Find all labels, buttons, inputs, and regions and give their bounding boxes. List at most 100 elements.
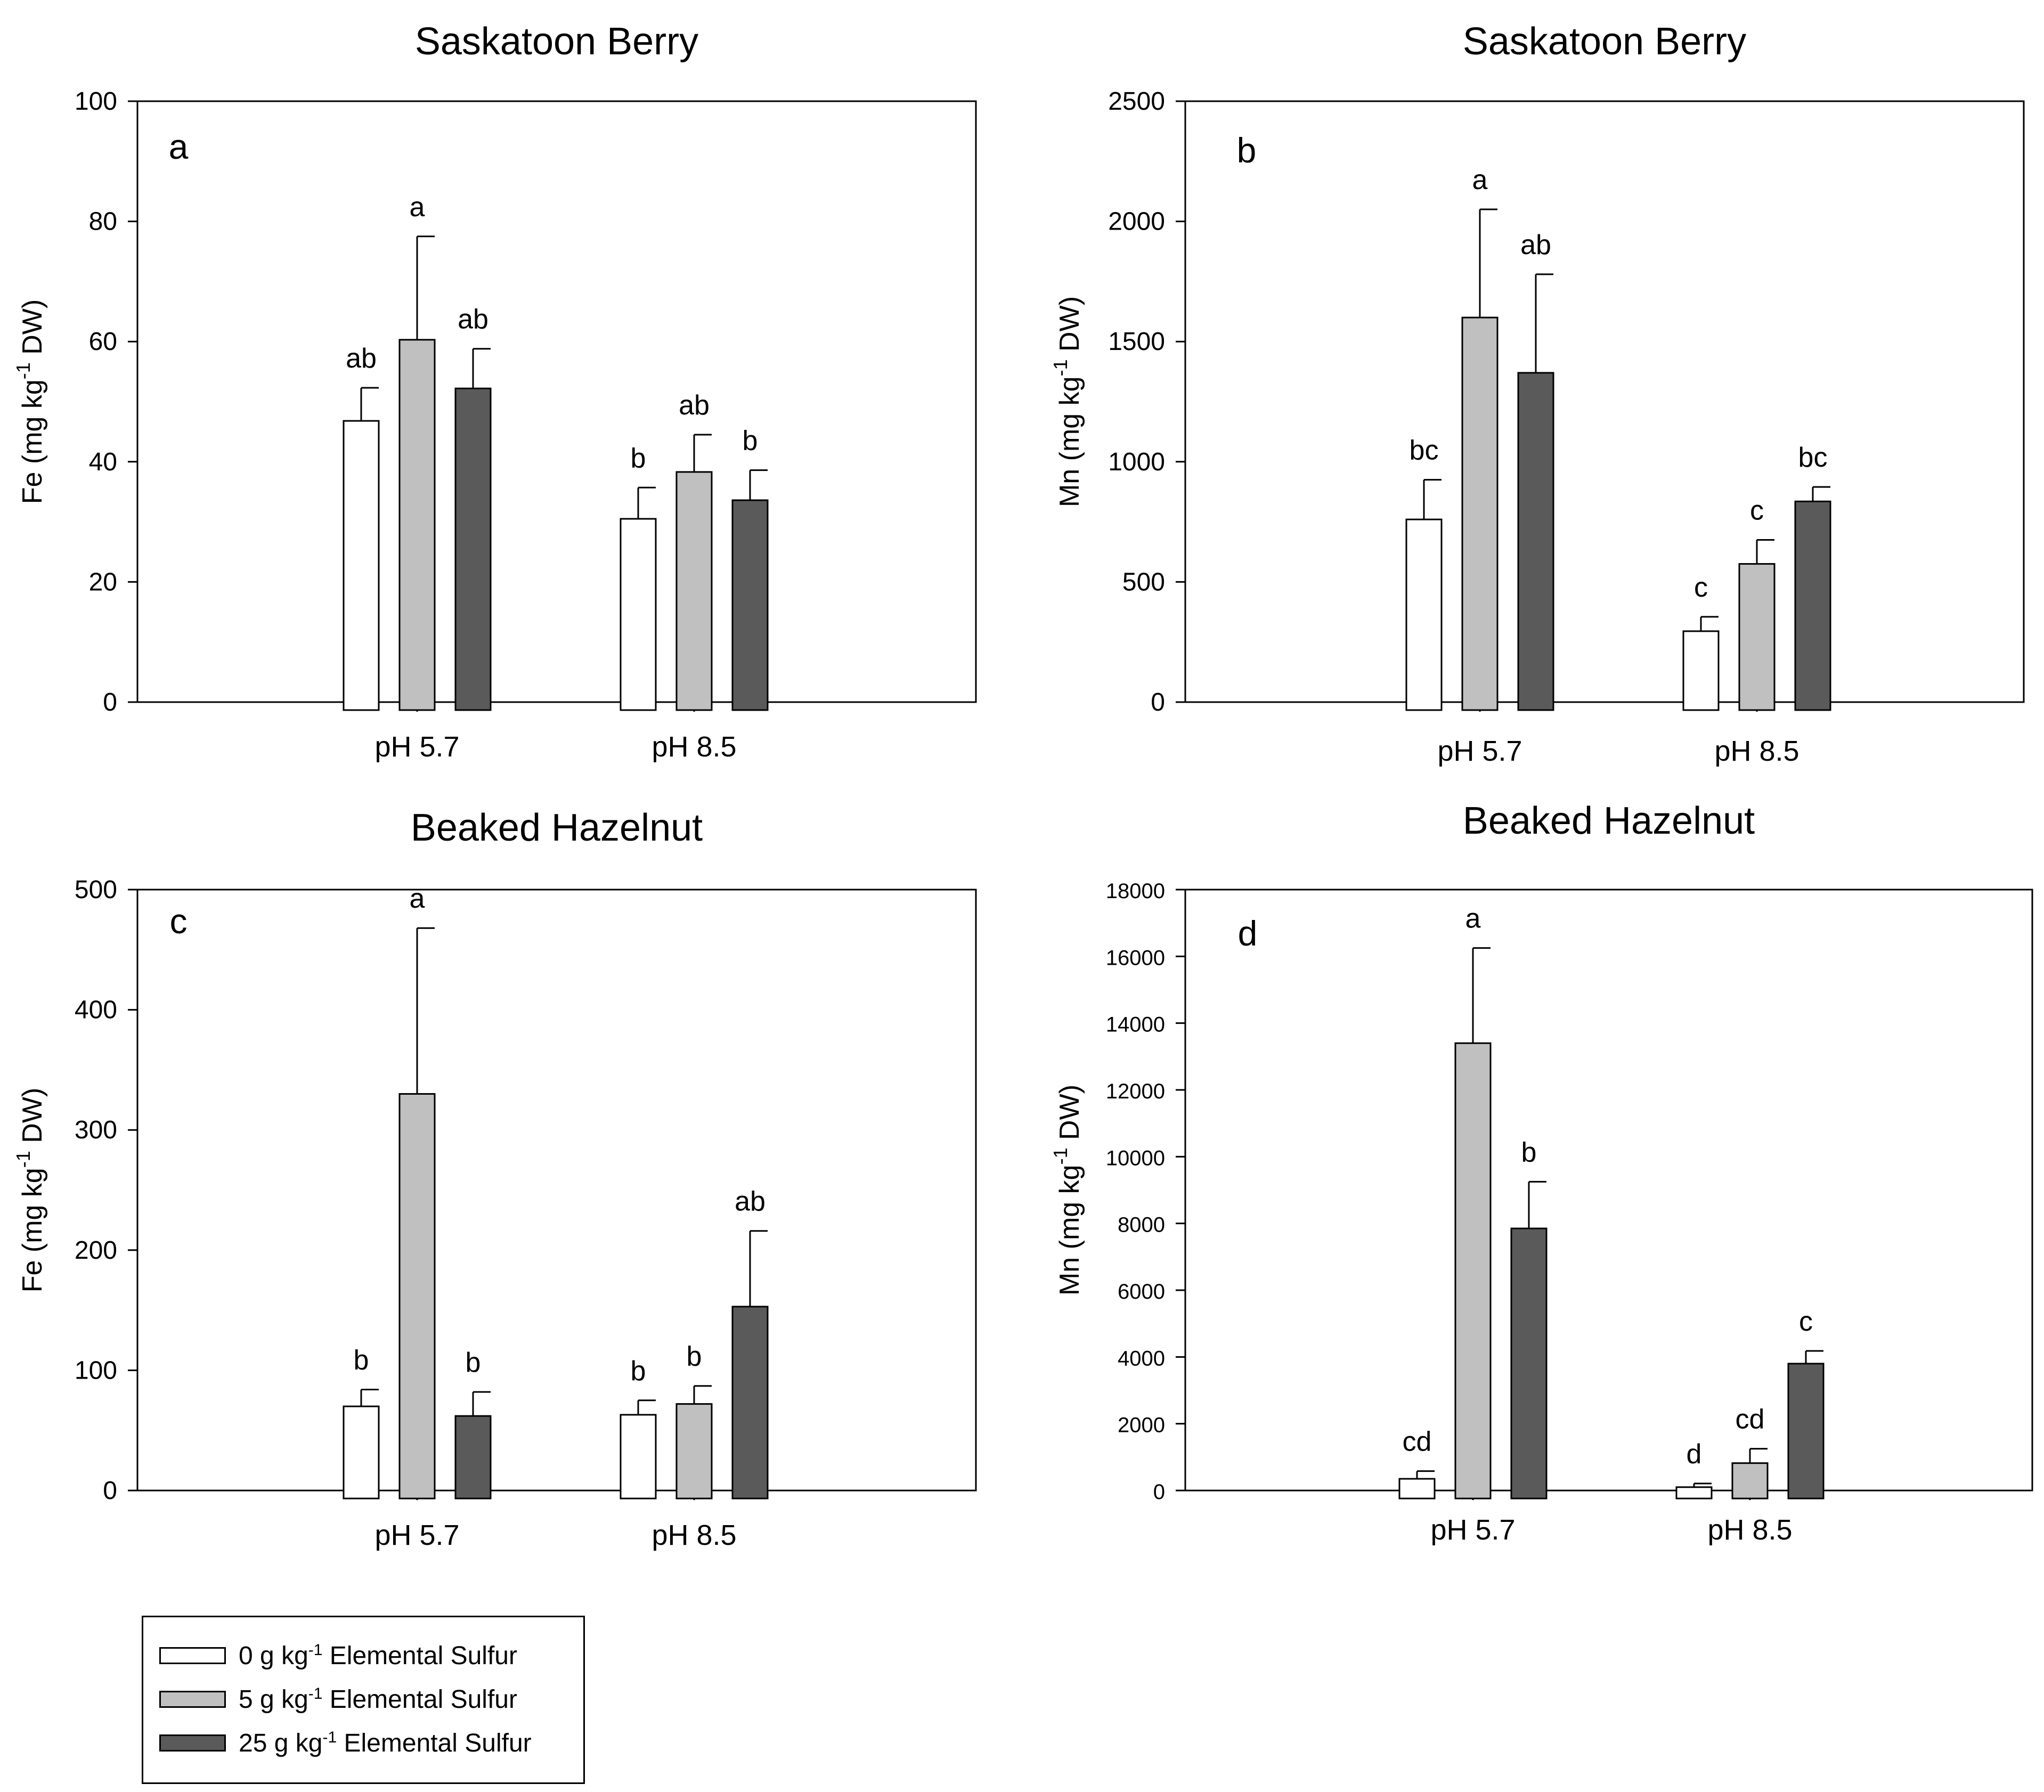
y-tick-label: 500 xyxy=(1122,568,1165,596)
significance-letter: b xyxy=(466,1347,481,1378)
significance-letter: b xyxy=(631,443,646,474)
bar-s0-pH85 xyxy=(1675,1486,1713,1500)
y-tick-label: 16000 xyxy=(1106,946,1165,970)
significance-letter: b xyxy=(743,426,758,457)
y-tick-label: 0 xyxy=(103,688,117,716)
bar-s0-pH85 xyxy=(620,518,657,711)
significance-letter: ab xyxy=(1520,230,1551,260)
y-tick-label: 2000 xyxy=(1118,1414,1165,1437)
significance-letter: a xyxy=(1472,165,1488,196)
significance-letter: bc xyxy=(1410,435,1439,466)
significance-letter: bc xyxy=(1798,442,1828,473)
y-tick-label: 10000 xyxy=(1106,1146,1165,1170)
legend-item-0: 0 g kg-1 Elemental Sulfur xyxy=(159,1640,517,1672)
bar-s5-pH85 xyxy=(1738,563,1776,711)
y-tick-label: 18000 xyxy=(1106,879,1165,903)
y-axis-label: Mn (mg kg-1 DW) xyxy=(1049,296,1085,507)
bar-s0-pH57 xyxy=(343,1405,380,1500)
y-tick-label: 200 xyxy=(75,1236,117,1265)
significance-letter: c xyxy=(1799,1306,1813,1337)
significance-letter: b xyxy=(687,1341,702,1372)
chart-panel-c: Beaked Hazelnut 0 100 200 300 400 500 Fe (mg kg… xyxy=(12,807,977,1551)
chart-title: Saskatoon Berry xyxy=(415,20,698,63)
y-tick-label: 400 xyxy=(75,996,117,1024)
significance-letter: ab xyxy=(346,343,377,374)
y-tick-label: 1000 xyxy=(1108,448,1165,476)
bar-s5-pH57 xyxy=(398,339,436,711)
y-tick-label: 100 xyxy=(75,1356,117,1384)
bar-s5-pH57 xyxy=(1454,1042,1492,1500)
significance-letter: b xyxy=(1521,1137,1537,1168)
significance-letter: cd xyxy=(1403,1427,1432,1457)
bar-s25-pH57 xyxy=(454,387,492,711)
legend-swatch-2 xyxy=(159,1734,226,1752)
x-category-label: pH 5.7 xyxy=(1430,1514,1515,1546)
y-tick-label: 20 xyxy=(89,568,117,596)
y-axis-label: Mn (mg kg-1 DW) xyxy=(1049,1085,1085,1296)
x-category-label: pH 5.7 xyxy=(374,1519,459,1551)
bar-s5-pH85 xyxy=(675,471,713,711)
y-tick-label: 2000 xyxy=(1108,208,1165,236)
y-tick-label: 40 xyxy=(89,448,117,476)
x-category-label: pH 5.7 xyxy=(374,731,459,763)
x-category-label: pH 8.5 xyxy=(652,731,736,763)
y-tick-label: 6000 xyxy=(1118,1280,1165,1304)
x-category-label: pH 8.5 xyxy=(652,1519,736,1551)
chart-title: Saskatoon Berry xyxy=(1463,20,1746,63)
significance-letter: b xyxy=(354,1345,369,1375)
legend: 0 g kg-1 Elemental Sulfur 5 g kg-1 Eleme… xyxy=(142,1616,585,1784)
x-category-label: pH 5.7 xyxy=(1437,735,1522,767)
x-category-label: pH 8.5 xyxy=(1714,735,1799,767)
chart-panel-a: Saskatoon Berry 0 20 40 60 80 100 Fe (mg kg-1 D… xyxy=(12,20,977,763)
panel-letter: a xyxy=(169,127,189,166)
y-tick-label: 80 xyxy=(89,208,117,236)
significance-letter: d xyxy=(1687,1439,1702,1470)
significance-letter: ab xyxy=(735,1186,766,1217)
panel-letter: d xyxy=(1238,914,1258,953)
y-tick-label: 0 xyxy=(1153,1480,1165,1504)
legend-item-2: 25 g kg-1 Elemental Sulfur xyxy=(159,1727,532,1759)
legend-swatch-1 xyxy=(159,1691,226,1708)
bar-s25-pH85 xyxy=(731,499,769,711)
significance-letter: cd xyxy=(1736,1404,1765,1435)
chart-panel-d: Beaked Hazelnut 0 2000 4000 6000 8000 10000 120… xyxy=(1049,800,2033,1546)
y-tick-label: 0 xyxy=(1151,688,1165,716)
chart-title: Beaked Hazelnut xyxy=(1463,800,1755,842)
y-tick-label: 4000 xyxy=(1118,1347,1165,1370)
y-tick-label: 0 xyxy=(103,1477,117,1505)
y-tick-label: 2500 xyxy=(1108,87,1165,116)
plot-frame xyxy=(1184,889,2033,1492)
x-category-label: pH 8.5 xyxy=(1707,1514,1792,1546)
y-tick-label: 12000 xyxy=(1106,1080,1165,1103)
bar-s25-pH57 xyxy=(1517,372,1554,711)
bar-s5-pH57 xyxy=(1461,316,1499,711)
significance-letter: c xyxy=(1694,572,1708,603)
plot-frame xyxy=(1184,100,2025,703)
significance-letter: b xyxy=(631,1356,646,1387)
significance-letter: a xyxy=(410,883,425,914)
significance-letter: c xyxy=(1750,495,1764,526)
plot-frame xyxy=(136,100,977,703)
panel-letter: c xyxy=(170,901,188,941)
bar-s0-pH57 xyxy=(343,420,380,711)
bar-s5-pH57 xyxy=(398,1093,436,1500)
y-axis-label: Fe (mg kg-1 DW) xyxy=(12,299,48,504)
bar-s25-pH85 xyxy=(1787,1363,1825,1500)
bar-s0-pH85 xyxy=(1682,630,1720,711)
y-tick-label: 500 xyxy=(75,876,117,904)
bar-s25-pH57 xyxy=(454,1415,492,1500)
bar-s0-pH57 xyxy=(1398,1478,1436,1500)
legend-item-1: 5 g kg-1 Elemental Sulfur xyxy=(159,1683,517,1715)
panel-letter: b xyxy=(1237,131,1257,170)
y-axis-label: Fe (mg kg-1 DW) xyxy=(12,1088,48,1292)
bar-s25-pH85 xyxy=(1794,500,1831,711)
y-tick-label: 300 xyxy=(75,1116,117,1144)
legend-swatch-0 xyxy=(159,1647,226,1664)
bar-s25-pH57 xyxy=(1510,1227,1548,1500)
y-tick-label: 100 xyxy=(75,87,117,116)
significance-letter: a xyxy=(410,192,425,223)
bar-s25-pH85 xyxy=(731,1306,769,1500)
y-tick-label: 60 xyxy=(89,328,117,356)
y-tick-label: 8000 xyxy=(1118,1213,1165,1237)
